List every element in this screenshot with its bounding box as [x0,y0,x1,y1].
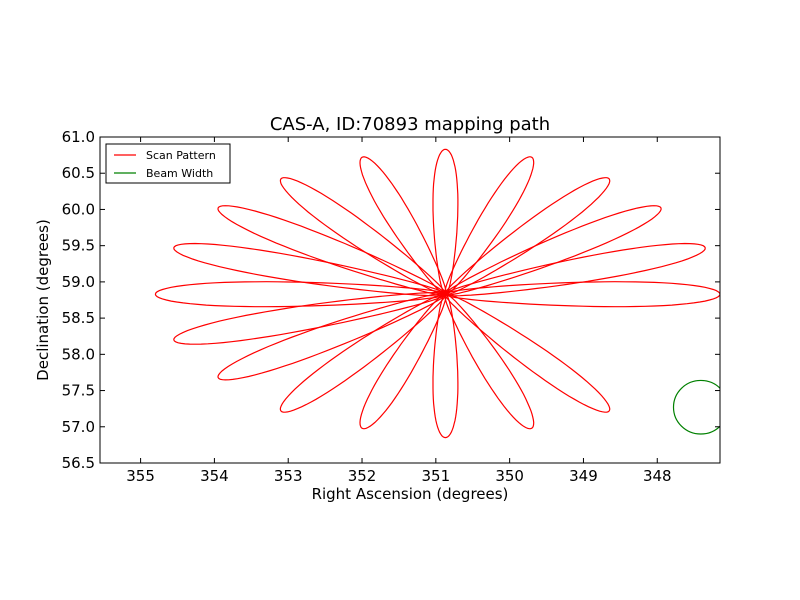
legend-label-scan-pattern: Scan Pattern [146,149,216,162]
beam-width-circle [672,379,720,435]
y-tick-label: 59.5 [62,237,95,255]
x-tick-label: 355 [126,467,155,485]
y-tick-label: 57.0 [62,418,95,436]
y-tick-label: 59.0 [62,273,95,291]
plot-frame [99,136,721,464]
y-tick-label: 57.5 [62,382,95,400]
x-axis: 355 354 353 352 351 350 349 348 [126,137,672,485]
scan-petal-6 [432,148,459,295]
x-tick-label: 348 [643,467,672,485]
scan-petal-3 [444,205,662,296]
y-tick-label: 60.5 [62,164,95,182]
scan-petal-4 [444,177,611,296]
x-tick-label: 351 [422,467,451,485]
y-tick-label: 60.0 [62,200,95,218]
plot-area [154,148,720,439]
scan-petal-1 [444,281,720,308]
scan-petal-14 [279,293,447,413]
legend-label-beam-width: Beam Width [146,167,213,180]
y-axis-title: Declination (degrees) [34,219,52,381]
scan-petal-16 [432,293,459,439]
legend-box [105,143,231,184]
x-axis-title: Right Ascension (degrees) [312,485,509,503]
x-tick-label: 352 [348,467,377,485]
scan-petal-17 [444,293,535,430]
scan-petal-11 [154,281,446,308]
y-tick-label: 58.0 [62,345,95,363]
x-tick-label: 353 [274,467,303,485]
legend: Scan Pattern Beam Width [105,143,231,184]
y-tick-label: 58.5 [62,309,95,327]
y-tick-label: 61.0 [62,128,95,146]
chart-title: CAS-A, ID:70893 mapping path [270,114,550,135]
scan-petal-8 [279,177,447,296]
x-tick-label: 354 [200,467,229,485]
y-tick-label: 56.5 [62,454,95,472]
y-axis: 56.5 57.0 57.5 58.0 58.5 59.0 59.5 60.0 60.5 61.0 [62,128,720,472]
scan-petal-18 [444,293,611,413]
scan-petal-2 [444,242,706,297]
scan-petal-5 [444,156,535,296]
scan-petal-10 [173,242,446,297]
x-tick-label: 350 [495,467,524,485]
scan-petal-13 [217,292,446,381]
scan-petal-15 [359,293,447,430]
scan-petal-9 [217,205,446,296]
x-tick-label: 349 [569,467,598,485]
scan-petal-12 [173,291,446,345]
